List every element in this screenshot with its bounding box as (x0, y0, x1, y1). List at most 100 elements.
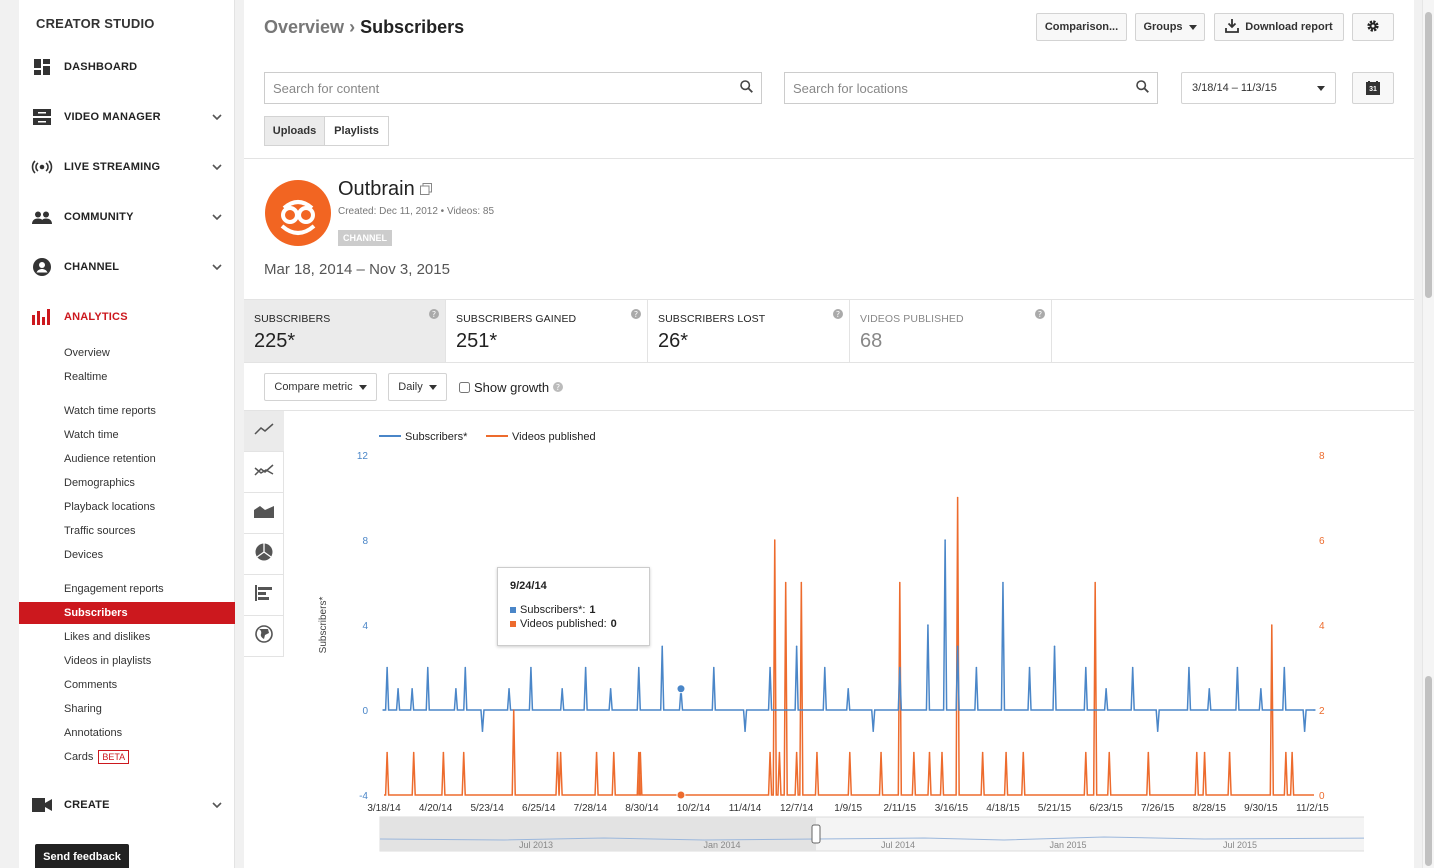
help-icon[interactable]: ? (553, 380, 564, 395)
data-point-videos (1108, 751, 1111, 754)
svg-text:?: ? (634, 310, 638, 319)
search-content-input[interactable] (273, 80, 740, 96)
compare-metric-button[interactable]: Compare metric (264, 373, 377, 401)
nav-create[interactable]: CREATE (19, 785, 235, 825)
data-point-subscribers (795, 645, 798, 648)
legend-label: Subscribers* (405, 431, 468, 443)
date-range-value: 3/18/14 – 11/3/15 (1192, 82, 1277, 94)
data-point-videos (1228, 751, 1231, 754)
search-locations-field (784, 72, 1158, 104)
scrollbar-thumb[interactable] (1425, 12, 1432, 298)
sidebar-item-demographics[interactable]: Demographics (64, 477, 135, 489)
nav-community[interactable]: COMMUNITY (19, 197, 235, 237)
sidebar-item-overview[interactable]: Overview (64, 347, 110, 359)
nav-analytics[interactable]: ANALYTICS (19, 297, 235, 337)
sidebar-item-comments[interactable]: Comments (64, 679, 118, 691)
sidebar-item-watch-time[interactable]: Watch time (64, 429, 119, 441)
sidebar-item-annotations[interactable]: Annotations (64, 727, 123, 739)
data-point-subscribers (455, 687, 457, 690)
sidebar-item-subscribers[interactable]: Subscribers (19, 602, 235, 624)
sidebar-item-audience-retention[interactable]: Audience retention (64, 453, 156, 465)
sidebar-item-sharing[interactable]: Sharing (64, 703, 102, 715)
chevron-down-icon[interactable] (199, 164, 235, 170)
bar-chart-button[interactable] (244, 575, 284, 616)
date-range-select[interactable]: 3/18/14 – 11/3/15 (1181, 72, 1336, 104)
comparison-button[interactable]: Comparison... (1036, 13, 1127, 41)
area-chart-button[interactable] (244, 493, 284, 534)
pie-chart-button[interactable] (244, 534, 284, 575)
series-swatch (510, 607, 516, 613)
line-chart-button[interactable] (244, 411, 284, 452)
help-icon[interactable]: ? (429, 306, 439, 324)
metric-card-subscribers-lost[interactable]: SUBSCRIBERS LOST 26* ? (648, 300, 850, 362)
sidebar-item-devices[interactable]: Devices (64, 549, 104, 561)
download-report-button[interactable]: Download report (1214, 13, 1344, 41)
hover-marker-subscribers (676, 684, 686, 694)
sidebar-item-playback-locations[interactable]: Playback locations (64, 501, 156, 513)
video-camera-icon (19, 798, 64, 812)
scrollbar[interactable] (1422, 0, 1434, 868)
nav-live-streaming[interactable]: LIVE STREAMING (19, 147, 235, 187)
y-right-tick-label: 0 (1319, 791, 1325, 802)
tab-uploads[interactable]: Uploads (264, 116, 325, 146)
sidebar-item-watch-time-reports[interactable]: Watch time reports (64, 405, 156, 417)
scrollbar-thumb[interactable] (1425, 676, 1432, 866)
search-icon[interactable] (740, 80, 753, 96)
data-point-subscribers (386, 666, 388, 669)
metric-card-videos-published[interactable]: VIDEOS PUBLISHED 68 ? (850, 300, 1052, 362)
data-point-videos (639, 751, 642, 754)
sidebar: CREATOR STUDIO DASHBOARD VIDEO MANAGER L… (0, 0, 235, 868)
chevron-down-icon[interactable] (199, 264, 235, 270)
metric-card-subscribers[interactable]: SUBSCRIBERS 225* ? (244, 300, 446, 362)
y-left-tick-label: 0 (362, 706, 368, 717)
line-chart-icon (254, 422, 274, 440)
data-point-videos (612, 751, 615, 754)
hover-marker-videos (676, 790, 686, 800)
data-point-videos (442, 751, 445, 754)
show-growth-checkbox[interactable] (459, 382, 470, 393)
help-icon[interactable]: ? (631, 306, 641, 324)
interval-select[interactable]: Daily (388, 373, 447, 401)
search-locations-input[interactable] (793, 80, 1136, 96)
groups-button[interactable]: Groups (1135, 13, 1205, 41)
data-point-subscribers (397, 687, 399, 690)
chevron-down-icon[interactable] (199, 114, 235, 120)
metric-value: 26* (658, 330, 689, 352)
search-icon[interactable] (1136, 80, 1149, 96)
x-tick-label: 9/30/15 (1244, 803, 1278, 814)
calendar-button[interactable]: 31 (1352, 72, 1394, 104)
tab-playlists[interactable]: Playlists (324, 116, 389, 146)
nav-channel[interactable]: CHANNEL (19, 247, 235, 287)
sidebar-item-engagement-reports[interactable]: Engagement reports (64, 583, 164, 595)
sidebar-item-traffic-sources[interactable]: Traffic sources (64, 525, 136, 537)
help-icon[interactable]: ? (833, 306, 843, 324)
send-feedback-button[interactable]: Send feedback (35, 844, 129, 868)
nav-video-manager[interactable]: VIDEO MANAGER (19, 97, 235, 137)
metric-value: 68 (860, 330, 883, 352)
navigator-label: Jan 2015 (1049, 840, 1086, 850)
sidebar-item-likes-dislikes[interactable]: Likes and dislikes (64, 631, 151, 643)
x-tick-label: 12/7/14 (780, 803, 814, 814)
breadcrumb-parent[interactable]: Overview (264, 17, 345, 37)
divider (244, 410, 1414, 411)
multi-line-chart-button[interactable] (244, 452, 284, 493)
map-chart-button[interactable] (244, 616, 284, 657)
sidebar-item-realtime[interactable]: Realtime (64, 371, 108, 383)
data-point-videos (784, 581, 787, 584)
chevron-down-icon[interactable] (199, 214, 235, 220)
metric-value: 225* (254, 330, 296, 352)
open-external-icon[interactable] (420, 178, 433, 200)
video-manager-icon (19, 109, 64, 125)
series-swatch (510, 621, 516, 627)
data-point-subscribers (1236, 666, 1239, 669)
chevron-down-icon[interactable] (199, 802, 235, 808)
data-point-videos (816, 751, 818, 754)
metric-card-subscribers-gained[interactable]: SUBSCRIBERS GAINED 251* ? (446, 300, 648, 362)
help-icon[interactable]: ? (1035, 306, 1045, 324)
sidebar-item-cards[interactable]: Cards BETA (19, 746, 235, 768)
settings-button[interactable] (1352, 13, 1394, 41)
nav-dashboard[interactable]: DASHBOARD (19, 47, 235, 87)
sidebar-item-videos-in-playlists[interactable]: Videos in playlists (64, 655, 152, 667)
channel-video-count: Videos: 85 (446, 206, 495, 217)
svg-text:?: ? (556, 383, 560, 392)
